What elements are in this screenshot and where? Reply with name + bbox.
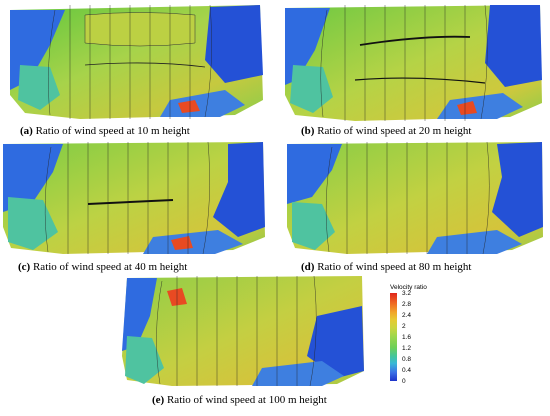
- legend-color-bar: [390, 293, 397, 381]
- wind-map-panel-e: [122, 276, 367, 388]
- wind-map-c-image: [3, 142, 265, 255]
- wind-map-e-image: [122, 276, 364, 387]
- legend-title: Velocity ratio: [390, 284, 427, 291]
- caption-c: (c) Ratio of wind speed at 40 m height: [18, 261, 187, 274]
- caption-b-label: (b): [301, 125, 315, 137]
- caption-a-label: (a): [20, 125, 33, 137]
- legend-tick: 3.2: [402, 290, 412, 297]
- caption-b: (b) Ratio of wind speed at 20 m height: [301, 125, 471, 138]
- velocity-ratio-legend: Velocity ratio 3.2 2.8 2.4 2 1.6 1.2 0.8…: [378, 284, 438, 388]
- caption-e: (e) Ratio of wind speed at 100 m height: [152, 394, 327, 407]
- wind-map-a-image: [10, 5, 263, 119]
- caption-e-label: (e): [152, 394, 165, 406]
- caption-b-text: Ratio of wind speed at 20 m height: [314, 125, 472, 137]
- legend-tick: 2: [402, 323, 406, 330]
- caption-d-label: (d): [301, 261, 315, 273]
- caption-a: (a) Ratio of wind speed at 10 m height: [20, 125, 190, 138]
- legend-tick: 1.6: [402, 334, 412, 341]
- caption-d: (d) Ratio of wind speed at 80 m height: [301, 261, 471, 274]
- wind-map-panel-b: [285, 5, 543, 123]
- legend-tick: 2.8: [402, 301, 412, 308]
- wind-map-panel-c: [3, 142, 268, 257]
- wind-map-panel-a: [10, 5, 265, 123]
- wind-map-d-image: [287, 142, 543, 255]
- caption-e-text: Ratio of wind speed at 100 m height: [164, 394, 327, 406]
- legend-tick: 1.2: [402, 345, 412, 352]
- legend-tick: 0.4: [402, 367, 412, 374]
- wind-map-b-image: [285, 5, 542, 121]
- legend-tick: 2.4: [402, 312, 412, 319]
- legend-tick: 0: [402, 378, 406, 385]
- caption-a-text: Ratio of wind speed at 10 m height: [32, 125, 190, 137]
- legend-tick: 0.8: [402, 356, 412, 363]
- caption-c-label: (c): [18, 261, 31, 273]
- caption-d-text: Ratio of wind speed at 80 m height: [314, 261, 472, 273]
- caption-c-text: Ratio of wind speed at 40 m height: [30, 261, 188, 273]
- wind-map-panel-d: [287, 142, 545, 257]
